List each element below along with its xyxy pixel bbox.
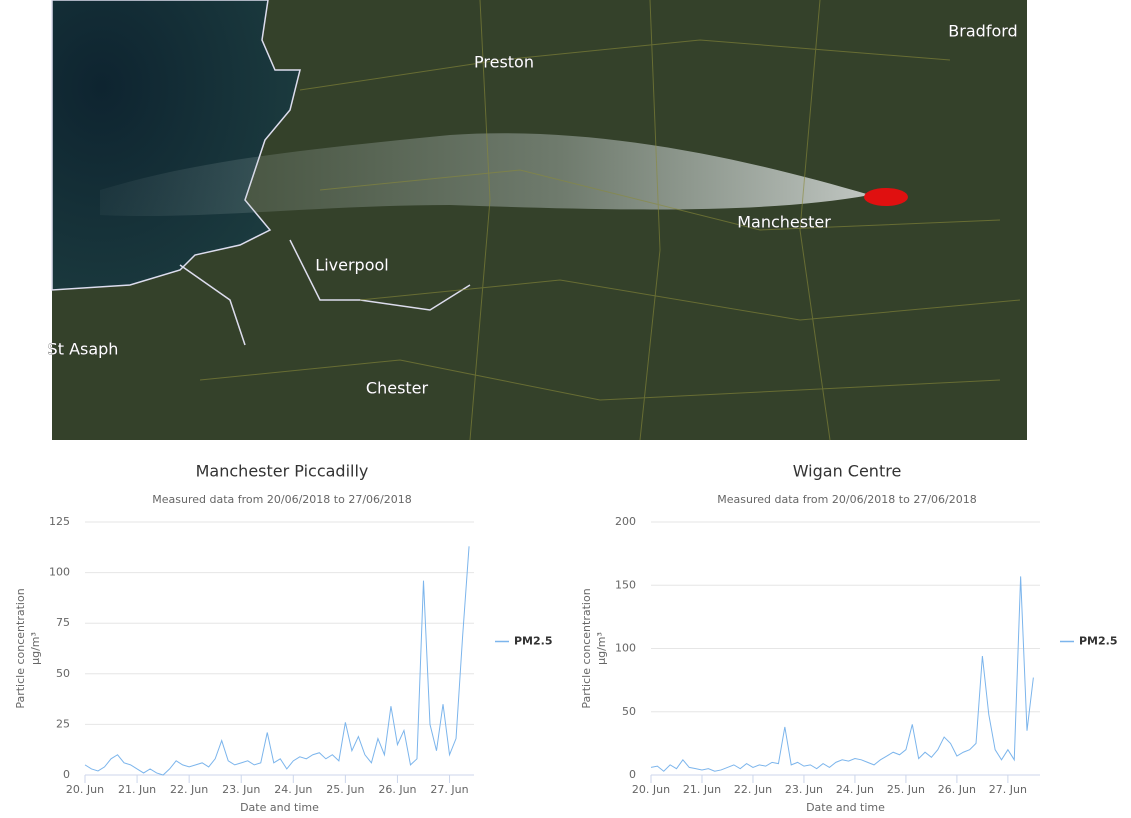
x-tick-label: 27. Jun [989, 783, 1027, 796]
smoke-plume [100, 133, 870, 217]
x-tick-label: 20. Jun [632, 783, 670, 796]
city-label: Liverpool [315, 256, 388, 275]
y-tick-label: 100 [615, 642, 636, 655]
legend-label: PM2.5 [514, 635, 553, 648]
y-tick-label: 0 [629, 768, 636, 781]
city-label: Bradford [948, 22, 1017, 41]
x-tick-label: 21. Jun [118, 783, 156, 796]
city-label: St Asaph [48, 340, 119, 359]
x-axis-label: Date and time [240, 801, 319, 814]
x-tick-label: 24. Jun [836, 783, 874, 796]
city-label: Manchester [737, 213, 831, 232]
x-tick-label: 23. Jun [222, 783, 260, 796]
data-line [650, 576, 1034, 772]
y-axis-unit: μg/m³ [595, 632, 608, 665]
fire [864, 188, 908, 206]
y-tick-label: 75 [56, 616, 70, 629]
chart-subtitle: Measured data from 20/06/2018 to 27/06/2… [152, 493, 411, 506]
y-tick-label: 0 [63, 768, 70, 781]
x-tick-label: 26. Jun [378, 783, 416, 796]
roads [199, 0, 1021, 441]
y-axis-unit: μg/m³ [29, 632, 42, 665]
x-tick-label: 23. Jun [785, 783, 823, 796]
x-tick-label: 24. Jun [274, 783, 312, 796]
y-tick-label: 200 [615, 515, 636, 528]
data-line [84, 546, 470, 776]
y-tick-label: 100 [49, 566, 70, 579]
x-tick-label: 22. Jun [170, 783, 208, 796]
x-axis-label: Date and time [806, 801, 885, 814]
chart-title: Wigan Centre [793, 462, 902, 481]
y-tick-label: 50 [56, 667, 70, 680]
y-tick-label: 125 [49, 515, 70, 528]
chart-subtitle: Measured data from 20/06/2018 to 27/06/2… [717, 493, 976, 506]
x-tick-label: 26. Jun [938, 783, 976, 796]
y-tick-label: 50 [622, 705, 636, 718]
x-tick-label: 20. Jun [66, 783, 104, 796]
y-axis-label: Particle concentration [14, 588, 27, 708]
y-tick-label: 150 [615, 578, 636, 591]
y-tick-label: 25 [56, 717, 70, 730]
y-axis-label: Particle concentration [580, 588, 593, 708]
x-tick-label: 22. Jun [734, 783, 772, 796]
satellite-map [51, 0, 1027, 441]
legend-label: PM2.5 [1079, 635, 1118, 648]
x-tick-label: 27. Jun [430, 783, 468, 796]
city-label: Preston [474, 53, 534, 72]
city-label: Chester [366, 379, 429, 398]
x-tick-label: 25. Jun [887, 783, 925, 796]
chart-title: Manchester Piccadilly [196, 462, 369, 481]
x-tick-label: 25. Jun [326, 783, 364, 796]
x-tick-label: 21. Jun [683, 783, 721, 796]
